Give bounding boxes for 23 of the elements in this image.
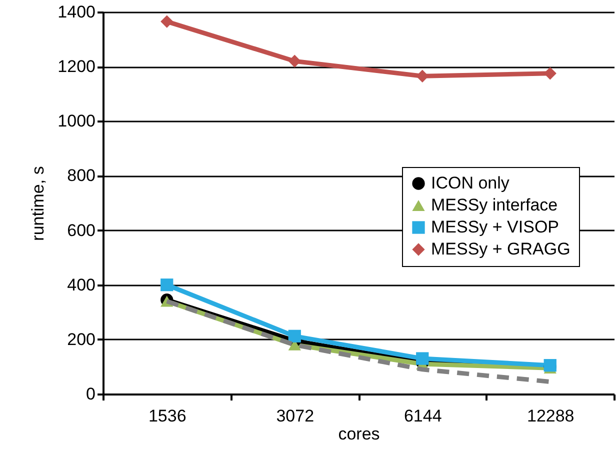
legend-label: MESSy + GRAGG <box>431 240 570 258</box>
point <box>416 352 429 365</box>
legend-label: MESSy interface <box>431 196 558 214</box>
point <box>160 278 174 292</box>
y-tick-label: 0 <box>86 384 96 404</box>
y-tick-label: 400 <box>67 275 96 294</box>
y-tick-label: 800 <box>67 166 96 186</box>
point <box>160 15 174 28</box>
y-tick-label: 600 <box>67 220 96 240</box>
y-tick-label: 1000 <box>58 112 96 131</box>
y-tick-label: 1200 <box>58 57 96 76</box>
point <box>288 330 301 342</box>
y-axis-title: runtime, s <box>28 166 48 241</box>
y-tick-label: 200 <box>67 330 96 349</box>
x-tick-label: 12288 <box>526 406 574 426</box>
y-tick-label: 1400 <box>58 2 96 22</box>
x-tick-label: 3072 <box>276 406 314 426</box>
x-tick-label: 6144 <box>404 406 442 426</box>
point <box>288 54 301 68</box>
x-tick-label: 1536 <box>148 406 186 426</box>
legend-label: ICON only <box>431 174 510 192</box>
x-axis-title: cores <box>338 424 380 444</box>
legend-label: MESSy + VISOP <box>431 218 560 236</box>
